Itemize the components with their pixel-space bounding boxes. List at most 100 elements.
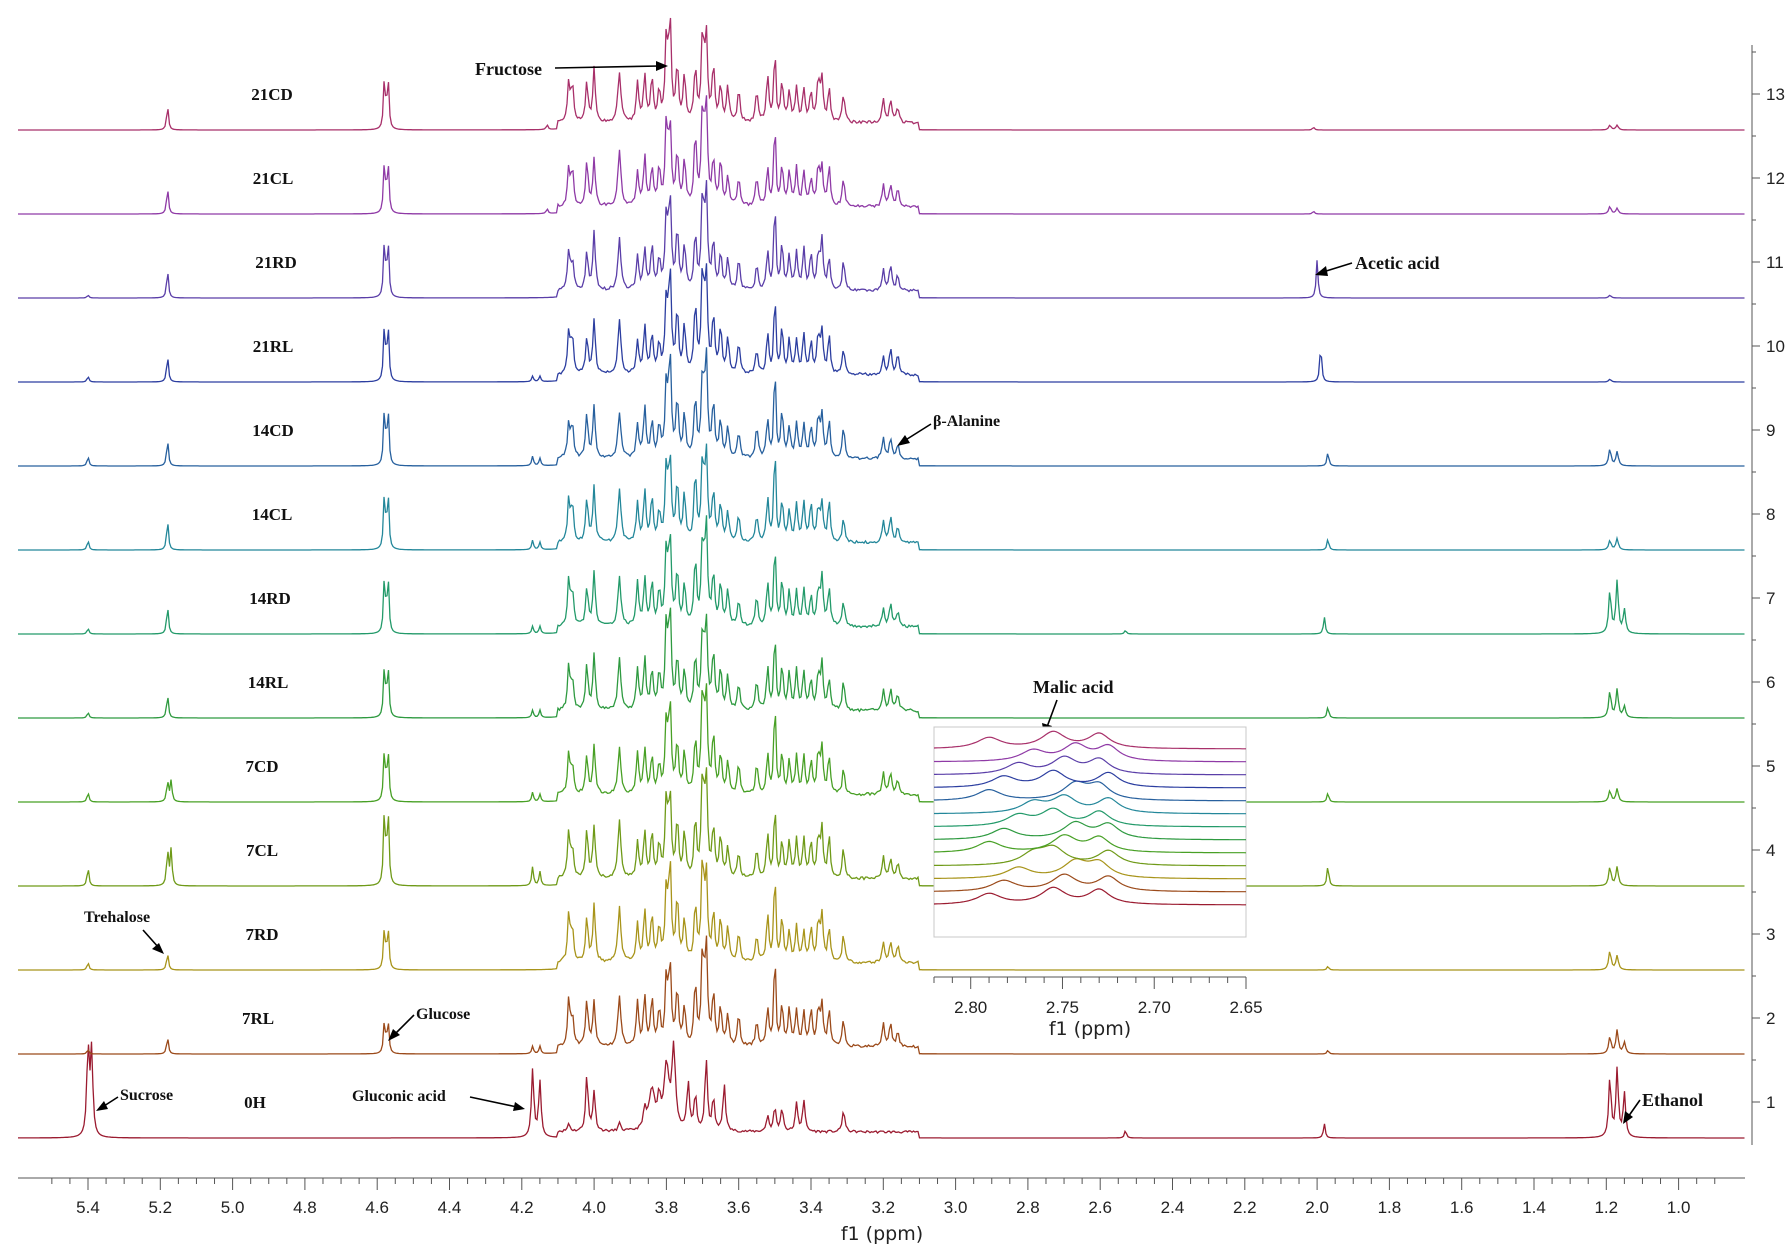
x-tick-label: 3.0 — [944, 1198, 968, 1217]
y-tick-label: 2 — [1766, 1009, 1775, 1028]
x-tick-label: 4.2 — [510, 1198, 534, 1217]
x-tick-label: 4.0 — [582, 1198, 606, 1217]
x-tick-label: 3.2 — [871, 1198, 895, 1217]
x-ticks-group: 5.4 5.2 5.0 4.8 4.6 4.4 4.2 4.0 3.8 3.6 3.4 3.2 3.0 2… — [51, 1178, 1716, 1217]
x-tick-label: 2.4 — [1161, 1198, 1185, 1217]
x-tick-label: 2.0 — [1305, 1198, 1329, 1217]
arrow-malic-acid — [1046, 699, 1058, 728]
trace-label-7RD: 7RD — [245, 925, 278, 944]
spectrum-trace-14CD — [18, 347, 1745, 467]
spectrum-trace-21RL — [18, 263, 1745, 383]
spectrum-trace-21CL — [18, 95, 1745, 215]
x-tick-label: 3.8 — [655, 1198, 679, 1217]
spectrum-trace-0H — [18, 1040, 1745, 1139]
arrowhead-ethanol — [1623, 1111, 1633, 1124]
inset-trace-21RD — [934, 755, 1246, 776]
annotation-acetic-acid: Acetic acid — [1355, 253, 1439, 273]
inset-x-axis-label: f1 (ppm) — [1049, 1018, 1131, 1040]
x-tick-label: 4.4 — [438, 1198, 462, 1217]
inset-x-tick-label: 2.75 — [1046, 998, 1079, 1017]
y-tick-label: 12 — [1766, 169, 1785, 188]
trace-label-21CD: 21CD — [251, 85, 293, 104]
spectrum-trace-7CD — [18, 683, 1745, 803]
x-tick-label: 4.8 — [293, 1198, 317, 1217]
y-tick-label: 8 — [1766, 505, 1775, 524]
inset-trace-14CD — [934, 780, 1246, 802]
trace-label-14CD: 14CD — [252, 421, 294, 440]
spectrum-trace-7RD — [18, 859, 1745, 971]
inset-x-tick-label: 2.80 — [954, 998, 987, 1017]
inset-trace-0H — [933, 886, 1246, 906]
x-tick-label: 1.4 — [1522, 1198, 1546, 1217]
arrowhead-gluconic-acid — [513, 1102, 525, 1111]
inset-x-tick-label: 2.65 — [1229, 998, 1262, 1017]
inset-frame — [933, 726, 1247, 938]
y-tick-label: 6 — [1766, 673, 1775, 692]
x-tick-label: 1.6 — [1450, 1198, 1474, 1217]
spectrum-trace-21RD — [18, 180, 1745, 299]
arrow-gluconic-acid — [469, 1096, 518, 1108]
inset-trace-14RD — [933, 807, 1247, 828]
inset-trace-7CD — [933, 834, 1247, 854]
trace-label-21RL: 21RL — [253, 337, 294, 356]
annotation-trehalose: Trehalose — [84, 909, 150, 926]
arrowhead-fructose — [656, 61, 668, 71]
x-tick-label: 2.6 — [1088, 1198, 1112, 1217]
y-tick-label: 11 — [1766, 253, 1784, 272]
inset-x-ticks-group: 2.80 2.75 2.70 2.65 — [933, 977, 1263, 1017]
arrow-sucrose — [103, 1096, 119, 1107]
trace-label-14RD: 14RD — [249, 589, 291, 608]
annotation-gluconic-acid: Gluconic acid — [352, 1088, 446, 1105]
inset-malic-acid: 2.80 2.75 2.70 2.65 f1 (ppm) — [933, 726, 1263, 1040]
x-tick-label: 3.6 — [727, 1198, 751, 1217]
trace-label-21CL: 21CL — [253, 169, 294, 188]
spectrum-trace-14RD — [18, 515, 1745, 635]
inset-trace-21RL — [934, 769, 1246, 789]
trace-labels-group: 0H 7RL 7RD 7CL 7CD 14RL 14RD 14CL 14CD 21RL 21RD 21… — [242, 85, 297, 1112]
inset-traces-group — [933, 730, 1247, 906]
spectrum-trace-7RL — [18, 935, 1745, 1055]
inset-trace-14RL — [934, 820, 1246, 841]
x-tick-label: 3.4 — [799, 1198, 823, 1217]
y-tick-label: 9 — [1766, 421, 1775, 440]
arrow-fructose — [554, 65, 661, 69]
arrowhead-acetic-acid — [1315, 266, 1328, 276]
traces-group — [18, 17, 1745, 1139]
y-tick-label: 13 — [1766, 85, 1785, 104]
inset-trace-21CD — [933, 730, 1246, 750]
trace-label-7RL: 7RL — [242, 1009, 274, 1028]
x-tick-label: 1.2 — [1594, 1198, 1618, 1217]
x-tick-label: 2.8 — [1016, 1198, 1040, 1217]
x-tick-label: 2.2 — [1233, 1198, 1257, 1217]
trace-label-14CL: 14CL — [252, 505, 293, 524]
annotation-ethanol: Ethanol — [1642, 1090, 1703, 1110]
y-tick-label: 1 — [1766, 1093, 1775, 1112]
annotation-sucrose: Sucrose — [120, 1087, 173, 1104]
y-tick-label: 3 — [1766, 925, 1775, 944]
arrowhead-glucose — [388, 1029, 400, 1041]
spectrum-trace-14RL — [18, 607, 1745, 719]
inset-trace-21CL — [934, 742, 1246, 763]
annotation-malic-acid: Malic acid — [1033, 677, 1113, 697]
x-tick-label: 5.0 — [221, 1198, 245, 1217]
annotation-beta-alanine: β-Alanine — [933, 413, 1000, 430]
trace-label-21RD: 21RD — [255, 253, 297, 272]
y-tick-label: 7 — [1766, 589, 1775, 608]
trace-label-0H: 0H — [244, 1093, 266, 1112]
x-axis-label: f1 (ppm) — [841, 1223, 923, 1245]
arrowhead-beta-alanine — [897, 435, 910, 446]
y-tick-label: 5 — [1766, 757, 1775, 776]
annotations-group: Fructose Acetic acid β-Alanine Malic aci… — [84, 59, 1703, 1124]
x-tick-label: 4.6 — [365, 1198, 389, 1217]
inset-trace-7CL — [934, 844, 1246, 867]
annotation-glucose: Glucose — [416, 1006, 470, 1023]
inset-trace-7RD — [934, 858, 1246, 880]
arrow-acetic-acid — [1322, 262, 1353, 273]
spectrum-trace-7CL — [18, 767, 1745, 887]
trace-label-7CL: 7CL — [246, 841, 278, 860]
x-tick-label: 5.4 — [76, 1198, 100, 1217]
inset-trace-14CL — [934, 794, 1246, 815]
arrowhead-sucrose — [96, 1101, 108, 1111]
y-tick-label: 10 — [1766, 337, 1785, 356]
